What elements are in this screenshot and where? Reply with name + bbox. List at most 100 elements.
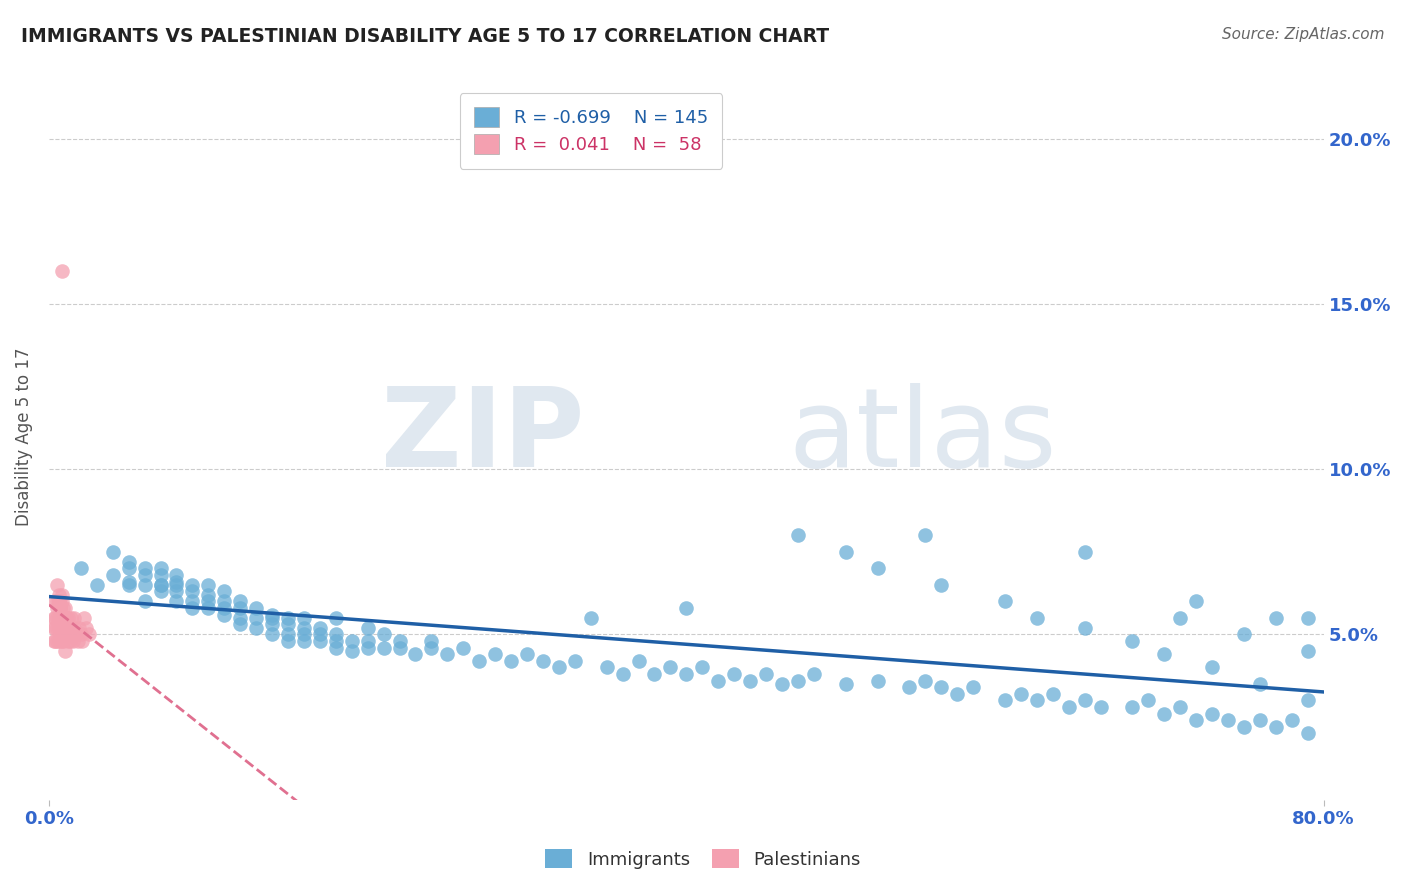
Point [52, 621, 75, 635]
Point [197, 588, 219, 602]
Point [373, 640, 395, 655]
Point [42, 634, 65, 648]
Point [53, 627, 76, 641]
Point [134, 578, 156, 592]
Point [1121, 700, 1143, 714]
Point [212, 601, 235, 615]
Point [1249, 677, 1271, 691]
Point [1025, 611, 1047, 625]
Point [675, 601, 697, 615]
Point [63, 621, 86, 635]
Point [325, 640, 347, 655]
Point [1233, 720, 1256, 734]
Point [67, 621, 90, 635]
Point [56, 611, 79, 625]
Point [51, 627, 73, 641]
Point [212, 594, 235, 608]
Point [49, 601, 72, 615]
Point [229, 594, 252, 608]
Point [707, 673, 730, 688]
Point [212, 584, 235, 599]
Point [101, 545, 124, 559]
Point [197, 594, 219, 608]
Point [134, 561, 156, 575]
Point [181, 601, 204, 615]
Point [245, 611, 267, 625]
Point [1296, 693, 1319, 707]
Point [45, 621, 67, 635]
Point [690, 660, 713, 674]
Point [786, 673, 808, 688]
Point [340, 634, 363, 648]
Point [48, 621, 70, 635]
Point [45, 601, 67, 615]
Point [484, 647, 506, 661]
Point [45, 594, 67, 608]
Point [53, 611, 76, 625]
Point [48, 634, 70, 648]
Point [165, 584, 187, 599]
Point [181, 578, 204, 592]
Point [373, 627, 395, 641]
Point [59, 634, 82, 648]
Point [69, 561, 91, 575]
Point [62, 634, 84, 648]
Point [62, 627, 84, 641]
Point [1121, 634, 1143, 648]
Point [117, 574, 139, 589]
Point [72, 634, 94, 648]
Point [1264, 611, 1286, 625]
Point [499, 654, 522, 668]
Point [149, 568, 172, 582]
Point [60, 611, 83, 625]
Point [1168, 611, 1191, 625]
Point [914, 528, 936, 542]
Point [101, 568, 124, 582]
Point [356, 621, 378, 635]
Point [1264, 720, 1286, 734]
Point [659, 660, 682, 674]
Point [1185, 594, 1208, 608]
Point [468, 654, 491, 668]
Legend: R = -0.699    N = 145, R =  0.041    N =  58: R = -0.699 N = 145, R = 0.041 N = 58 [460, 93, 723, 169]
Point [404, 647, 426, 661]
Legend: Immigrants, Palestinians: Immigrants, Palestinians [538, 842, 868, 876]
Point [929, 680, 952, 694]
Point [292, 627, 315, 641]
Point [149, 561, 172, 575]
Point [66, 634, 89, 648]
Point [277, 611, 299, 625]
Point [1057, 700, 1080, 714]
Point [45, 578, 67, 592]
Point [277, 627, 299, 641]
Point [388, 634, 411, 648]
Point [420, 640, 443, 655]
Point [325, 627, 347, 641]
Point [1153, 647, 1175, 661]
Point [675, 667, 697, 681]
Point [51, 634, 73, 648]
Point [866, 673, 889, 688]
Point [277, 617, 299, 632]
Point [149, 578, 172, 592]
Point [356, 634, 378, 648]
Point [149, 584, 172, 599]
Point [451, 640, 474, 655]
Point [73, 611, 96, 625]
Point [260, 627, 283, 641]
Point [245, 621, 267, 635]
Point [197, 601, 219, 615]
Point [59, 627, 82, 641]
Point [77, 627, 100, 641]
Point [436, 647, 458, 661]
Point [149, 578, 172, 592]
Point [994, 594, 1017, 608]
Text: ZIP: ZIP [381, 383, 585, 490]
Point [1281, 713, 1303, 727]
Point [42, 621, 65, 635]
Point [292, 621, 315, 635]
Point [197, 578, 219, 592]
Point [49, 621, 72, 635]
Point [1073, 693, 1095, 707]
Point [44, 634, 66, 648]
